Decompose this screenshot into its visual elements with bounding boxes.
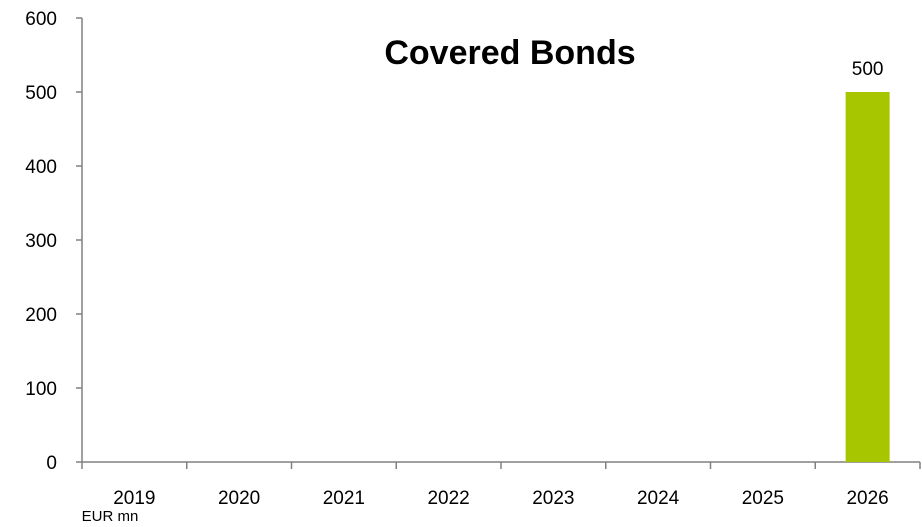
x-tick-label: 2024 [637, 488, 680, 509]
x-tick-label: 2025 [742, 488, 784, 509]
x-tick-label: 2026 [846, 488, 888, 509]
y-tick-label: 400 [25, 157, 57, 178]
y-tick-label: 100 [25, 379, 57, 400]
x-tick-label: 2019 [113, 488, 155, 509]
y-axis: 0 100 200 300 400 500 600 [25, 9, 83, 474]
bar [845, 92, 890, 462]
y-tick-label: 300 [25, 231, 57, 252]
y-tick-label: 0 [46, 453, 57, 474]
chart-title: Covered Bonds [384, 34, 635, 72]
bars [845, 92, 890, 462]
x-tick-label: 2023 [532, 488, 574, 509]
data-labels: 500 [852, 59, 884, 80]
y-tick-label: 500 [25, 83, 57, 104]
y-tick-label: 200 [25, 305, 57, 326]
y-tick-label: 600 [25, 9, 57, 30]
x-tick-label: 2021 [323, 488, 365, 509]
x-tick-label: 2022 [427, 488, 469, 509]
unit-label: EUR mn [82, 508, 139, 525]
x-tick-label: 2020 [218, 488, 260, 509]
x-axis: 2019 2020 2021 2022 2023 2024 2025 2026 [81, 461, 921, 509]
data-label: 500 [852, 59, 884, 80]
